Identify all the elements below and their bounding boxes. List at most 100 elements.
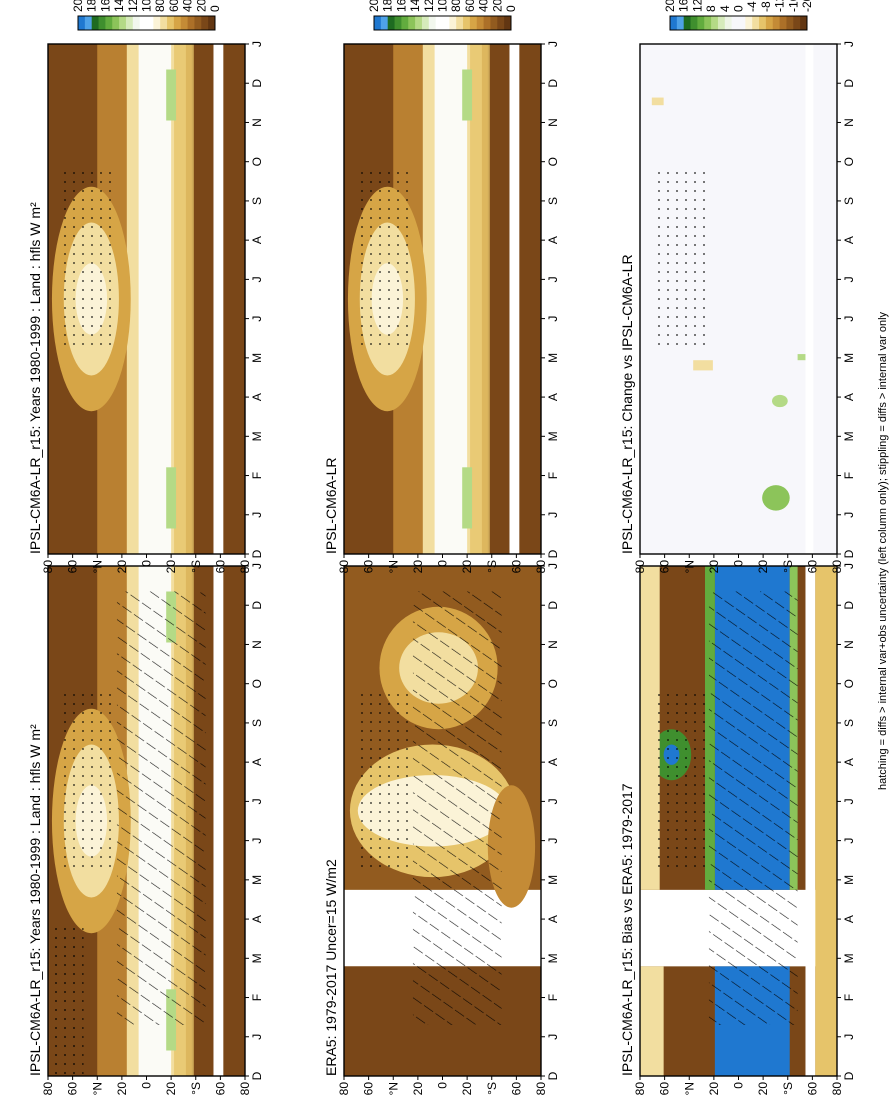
- lat-tick-label: 60: [658, 560, 672, 574]
- lat-tick-label: °S: [781, 560, 795, 573]
- lat-tick-label: 60: [362, 1082, 376, 1096]
- colorbar-label: 0: [504, 5, 518, 12]
- colorbar-label: -20: [800, 0, 814, 12]
- month-tick-label: F: [546, 994, 560, 1001]
- month-tick-label: A: [842, 393, 856, 401]
- lat-tick-label: 60: [805, 560, 819, 574]
- panel-title: IPSL-CM6A-LR_r15: Bias vs ERA5: 1979-201…: [619, 783, 635, 1076]
- month-tick-label: D: [250, 1071, 264, 1080]
- colorbar-swatch: [442, 16, 450, 30]
- month-tick-label: D: [842, 601, 856, 610]
- colorbar-swatch: [408, 16, 416, 30]
- colorbar-swatch: [153, 16, 161, 30]
- month-tick-label: J: [842, 563, 856, 569]
- month-tick-label: J: [250, 1034, 264, 1040]
- lat-tick-label: 60: [362, 560, 376, 574]
- arctic-light: [640, 566, 660, 890]
- colorbar-swatch: [125, 16, 134, 30]
- lat-tick-label: 80: [238, 560, 252, 574]
- hatching-overlay: [708, 591, 798, 1025]
- month-tick-label: O: [842, 679, 856, 688]
- colorbar-label: 0: [208, 5, 222, 12]
- colorbar-swatch: [112, 16, 120, 30]
- lat-tick-label: 20: [756, 560, 770, 574]
- month-tick-label: S: [546, 197, 560, 205]
- colorbar-swatch: [738, 16, 746, 30]
- month-tick-label: J: [546, 838, 560, 844]
- lat-tick-label: °S: [189, 560, 203, 573]
- colorbar-swatch: [779, 16, 787, 30]
- colorbar-swatch: [435, 16, 443, 30]
- colorbar-swatch: [490, 16, 498, 30]
- month-tick-label: M: [842, 875, 856, 885]
- lat-tick-label: 20: [411, 1082, 425, 1096]
- colorbar-label: 80: [153, 0, 167, 12]
- month-tick-label: F: [546, 472, 560, 479]
- colorbar-label: -4: [745, 1, 759, 12]
- lat-tick-label: 60: [213, 560, 227, 574]
- colorbar-label: 20: [490, 0, 504, 12]
- colorbar-swatch: [132, 16, 141, 30]
- lat-tick-label: 80: [534, 560, 548, 574]
- yellow-patch: [651, 97, 664, 106]
- green-patch: [462, 69, 473, 121]
- month-tick-label: F: [842, 994, 856, 1001]
- lat-tick-label: °S: [781, 1082, 795, 1095]
- month-tick-label: A: [250, 915, 264, 923]
- month-tick-label: M: [250, 353, 264, 363]
- lat-tick-label: 80: [238, 1082, 252, 1096]
- lat-tick-label: °S: [189, 1082, 203, 1095]
- month-tick-label: O: [546, 679, 560, 688]
- green-patch: [166, 467, 177, 529]
- month-tick-label: O: [250, 679, 264, 688]
- month-tick-label: A: [546, 236, 560, 244]
- colorbar-swatch: [421, 16, 430, 30]
- colorbar-swatch: [194, 16, 202, 30]
- colorbar-label: 100: [436, 0, 450, 12]
- month-tick-label: A: [546, 393, 560, 401]
- month-tick-label: J: [842, 276, 856, 282]
- green-patch: [166, 69, 177, 121]
- month-tick-label: F: [842, 472, 856, 479]
- colorbar-swatch: [387, 16, 396, 30]
- stippling-overlay: [359, 693, 410, 872]
- colorbar-swatch: [711, 16, 719, 30]
- sh-band: [174, 44, 194, 554]
- month-tick-label: J: [546, 798, 560, 804]
- colorbar-swatch: [793, 16, 801, 30]
- colorbar-swatch: [415, 16, 423, 30]
- month-tick-label: J: [842, 316, 856, 322]
- colorbar-label: 100: [140, 0, 154, 12]
- lat-tick-label: 60: [66, 1082, 80, 1096]
- lat-tick-label: 20: [756, 1082, 770, 1096]
- panel-1: IPSL-CM6A-LR_r15: Years 1980-1999 : Land…: [27, 514, 264, 1096]
- colorbar-label: -16: [786, 0, 800, 12]
- colorbar-label: 8: [704, 5, 718, 12]
- lat-tick-label: 0: [436, 560, 450, 567]
- month-tick-label: J: [250, 838, 264, 844]
- month-tick-label: J: [842, 41, 856, 47]
- yellow-patch: [693, 360, 713, 371]
- colorbar-swatch: [731, 16, 740, 30]
- stippling-overlay: [359, 171, 410, 350]
- lat-tick-label: 60: [805, 1082, 819, 1096]
- lat-tick-label: °S: [485, 1082, 499, 1095]
- stippling-overlay: [655, 171, 706, 350]
- lat-tick-label: °N: [90, 1082, 104, 1095]
- month-tick-label: J: [546, 316, 560, 322]
- month-tick-label: J: [250, 41, 264, 47]
- month-tick-label: O: [250, 157, 264, 166]
- month-tick-label: D: [250, 79, 264, 88]
- lat-tick-label: 0: [732, 560, 746, 567]
- month-tick-label: D: [250, 601, 264, 610]
- colorbar-label: 4: [718, 5, 732, 12]
- lat-tick-label: 80: [41, 1082, 55, 1096]
- colorbar-swatch: [670, 16, 678, 30]
- colorbar-swatch: [504, 16, 512, 30]
- colorbar-swatch: [201, 16, 209, 30]
- colorbar-label: 60: [463, 0, 477, 12]
